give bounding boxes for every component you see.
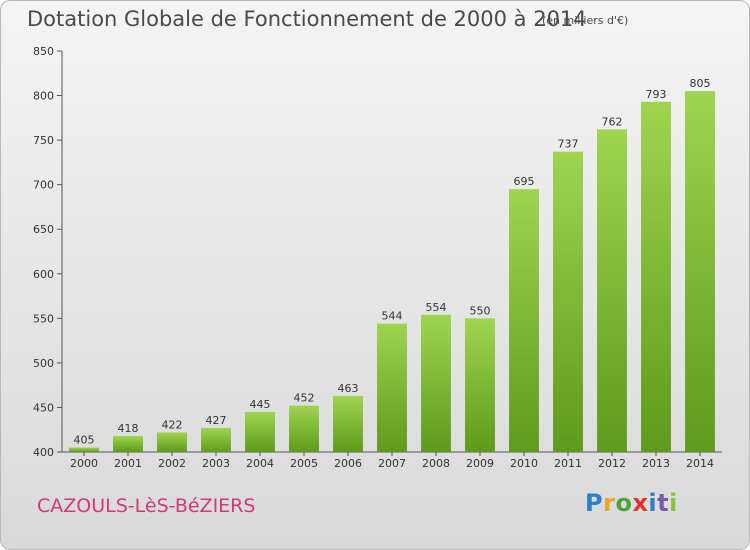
data-label-2003: 427 (206, 414, 227, 427)
y-tick-label: 600 (33, 268, 54, 281)
x-tick-label-2002: 2002 (158, 457, 186, 470)
x-tick-label-2004: 2004 (246, 457, 274, 470)
x-tick-label-2010: 2010 (510, 457, 538, 470)
y-tick-label: 450 (33, 401, 54, 414)
x-tick-label-2009: 2009 (466, 457, 494, 470)
commune-name: CAZOULS-LèS-BéZIERS (37, 495, 256, 517)
bar-2002 (157, 432, 187, 452)
data-label-2001: 418 (118, 422, 139, 435)
y-tick-label: 550 (33, 312, 54, 325)
data-label-2005: 452 (294, 392, 315, 405)
bars (69, 91, 715, 452)
logo-letter: r (603, 489, 616, 517)
data-label-2007: 544 (382, 310, 403, 323)
bar-2003 (201, 427, 231, 452)
proxiti-logo: Proxiti (585, 489, 678, 517)
x-tick-label-2011: 2011 (554, 457, 582, 470)
x-tick-label-2013: 2013 (642, 457, 670, 470)
bar-2007 (377, 323, 407, 452)
x-tick-label-2001: 2001 (114, 457, 142, 470)
bar-2009 (465, 318, 495, 452)
logo-letter: x (632, 489, 649, 517)
bar-2006 (333, 395, 363, 452)
data-label-2014: 805 (690, 77, 711, 90)
data-label-2008: 554 (426, 301, 447, 314)
bar-2000 (69, 447, 99, 452)
x-tick-label-2006: 2006 (334, 457, 362, 470)
chart-unit: (en milliers d'€) (542, 14, 629, 27)
bar-2008 (421, 314, 451, 452)
bar-2001 (113, 435, 143, 452)
logo-letter: i (648, 489, 658, 517)
y-tick-label: 500 (33, 357, 54, 370)
y-tick-label: 400 (33, 446, 54, 459)
y-tick-label: 800 (33, 90, 54, 103)
logo-letter: P (585, 489, 604, 517)
data-label-2013: 793 (646, 88, 667, 101)
x-tick-label-2007: 2007 (378, 457, 406, 470)
logo-letter: t (657, 489, 670, 517)
x-tick-label-2005: 2005 (290, 457, 318, 470)
chart-title: Dotation Globale de Fonctionnement de 20… (27, 7, 587, 31)
axes: 400 450 500 550 600 650 700 750 800 850 2000 2001 20… (33, 45, 722, 470)
logo-letter: i (669, 489, 678, 517)
y-tick-label: 850 (33, 45, 54, 58)
bar-2014 (685, 91, 715, 452)
bar-2004 (245, 411, 275, 452)
bar-2011 (553, 151, 583, 452)
data-label-2006: 463 (338, 382, 359, 395)
bar-2010 (509, 189, 539, 452)
data-label-2004: 445 (250, 398, 271, 411)
data-label-2012: 762 (602, 115, 623, 128)
x-tick-label-2003: 2003 (202, 457, 230, 470)
bar-2012 (597, 129, 627, 452)
y-tick-label: 650 (33, 223, 54, 236)
bar-2005 (289, 405, 319, 452)
bar-2013 (641, 101, 671, 452)
y-tick-label: 750 (33, 134, 54, 147)
x-tick-label-2008: 2008 (422, 457, 450, 470)
data-label-2009: 550 (470, 304, 491, 317)
x-tick-label-2014: 2014 (686, 457, 714, 470)
x-tick-label-2000: 2000 (70, 457, 98, 470)
data-label-2010: 695 (514, 175, 535, 188)
data-label-2011: 737 (558, 138, 579, 151)
data-label-2002: 422 (162, 418, 183, 431)
data-labels: 405 418 422 427 445 452 463 544 554 550 695 737 762 7… (74, 77, 711, 446)
logo-letter: o (615, 489, 633, 517)
x-tick-label-2012: 2012 (598, 457, 626, 470)
y-tick-label: 700 (33, 179, 54, 192)
data-label-2000: 405 (74, 434, 95, 447)
